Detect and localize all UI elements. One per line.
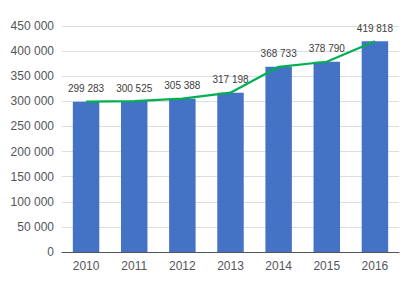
svg-text:350 000: 350 000 <box>11 69 55 83</box>
svg-text:50 000: 50 000 <box>17 220 54 234</box>
svg-text:200 000: 200 000 <box>11 145 55 159</box>
svg-text:305 388: 305 388 <box>164 80 201 91</box>
svg-text:150 000: 150 000 <box>11 170 55 184</box>
svg-text:368 733: 368 733 <box>261 48 298 59</box>
svg-text:400 000: 400 000 <box>11 44 55 58</box>
svg-text:250 000: 250 000 <box>11 119 55 133</box>
svg-text:317 198: 317 198 <box>212 74 249 85</box>
svg-text:0: 0 <box>47 245 54 259</box>
svg-text:300 000: 300 000 <box>11 94 55 108</box>
svg-text:2014: 2014 <box>265 259 292 273</box>
svg-text:2011: 2011 <box>121 259 147 273</box>
svg-text:450 000: 450 000 <box>11 19 55 33</box>
svg-text:300 525: 300 525 <box>116 83 153 94</box>
svg-text:2015: 2015 <box>313 259 340 273</box>
svg-text:100 000: 100 000 <box>11 195 55 209</box>
svg-text:419 818: 419 818 <box>357 23 394 34</box>
svg-text:2013: 2013 <box>217 259 244 273</box>
svg-text:2010: 2010 <box>73 259 100 273</box>
svg-text:299 283: 299 283 <box>68 83 105 94</box>
svg-text:378 790: 378 790 <box>309 43 346 54</box>
svg-text:2016: 2016 <box>362 259 389 273</box>
svg-text:2012: 2012 <box>169 259 196 273</box>
